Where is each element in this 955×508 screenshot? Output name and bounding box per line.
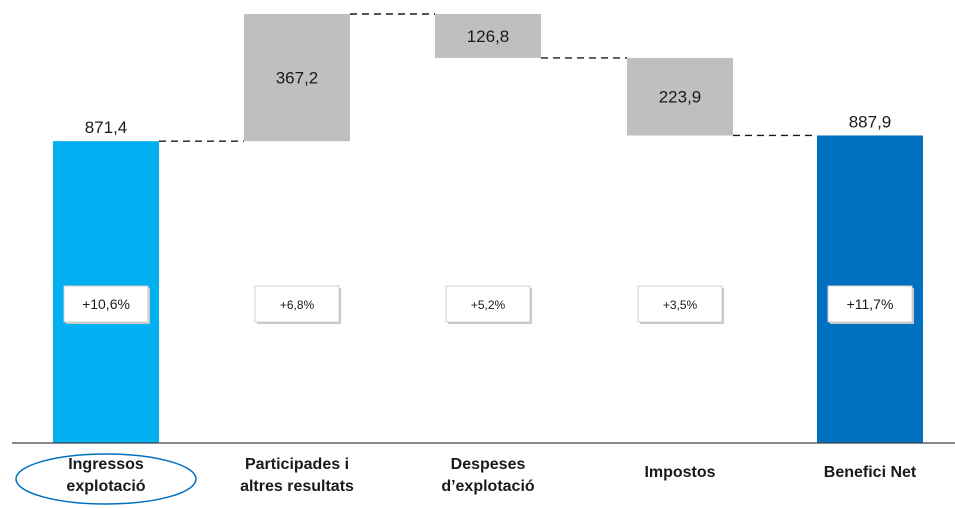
category-label-0: Ingressos explotació [66,456,145,495]
change-badge-text-3: +3,5% [663,298,698,312]
category-label-line: Ingressos [68,456,144,473]
category-label-2: Despeses d’explotació [441,456,535,495]
change-badges: +10,6% +6,8% +5,2% +3,5% +11,7% [63,285,914,324]
category-labels: Ingressos explotació Participades i altres … [15,453,917,505]
value-label-1: 367,2 [276,69,319,88]
highlight-ellipse [15,453,197,505]
bar-2 [435,14,541,58]
change-badge-text-1: +6,8% [280,298,315,312]
category-label-line: d’explotació [441,478,535,495]
change-badge-text-0: +10,6% [82,296,130,312]
category-label-line: Impostos [644,464,715,481]
value-label-3: 223,9 [659,88,702,107]
category-label-line: altres resultats [240,478,354,495]
value-label-2: 126,8 [467,27,510,46]
change-badge-1 [254,285,340,323]
category-label-line: explotació [66,478,145,495]
change-badge-text-2: +5,2% [471,298,506,312]
bars [53,14,923,444]
value-label-4: 887,9 [849,112,892,131]
bar-3 [627,57,733,136]
change-badge-3 [637,285,723,323]
bar-1 [244,14,350,142]
category-label-line: Participades i [245,456,349,473]
change-badge-text-4: +11,7% [847,296,894,312]
value-label-0: 871,4 [85,118,128,137]
category-label-4: Benefici Net [824,464,917,481]
change-badge-0 [63,285,149,323]
connector-lines [159,13,817,142]
category-label-line: Benefici Net [824,464,917,481]
category-label-1: Participades i altres resultats [240,456,354,495]
category-label-line: Despeses [451,456,526,473]
change-badge-4 [827,285,913,323]
value-labels: 871,4 367,2 126,8 223,9 887,9 [85,27,892,137]
category-label-3: Impostos [644,464,715,481]
change-badge-2 [445,285,531,323]
